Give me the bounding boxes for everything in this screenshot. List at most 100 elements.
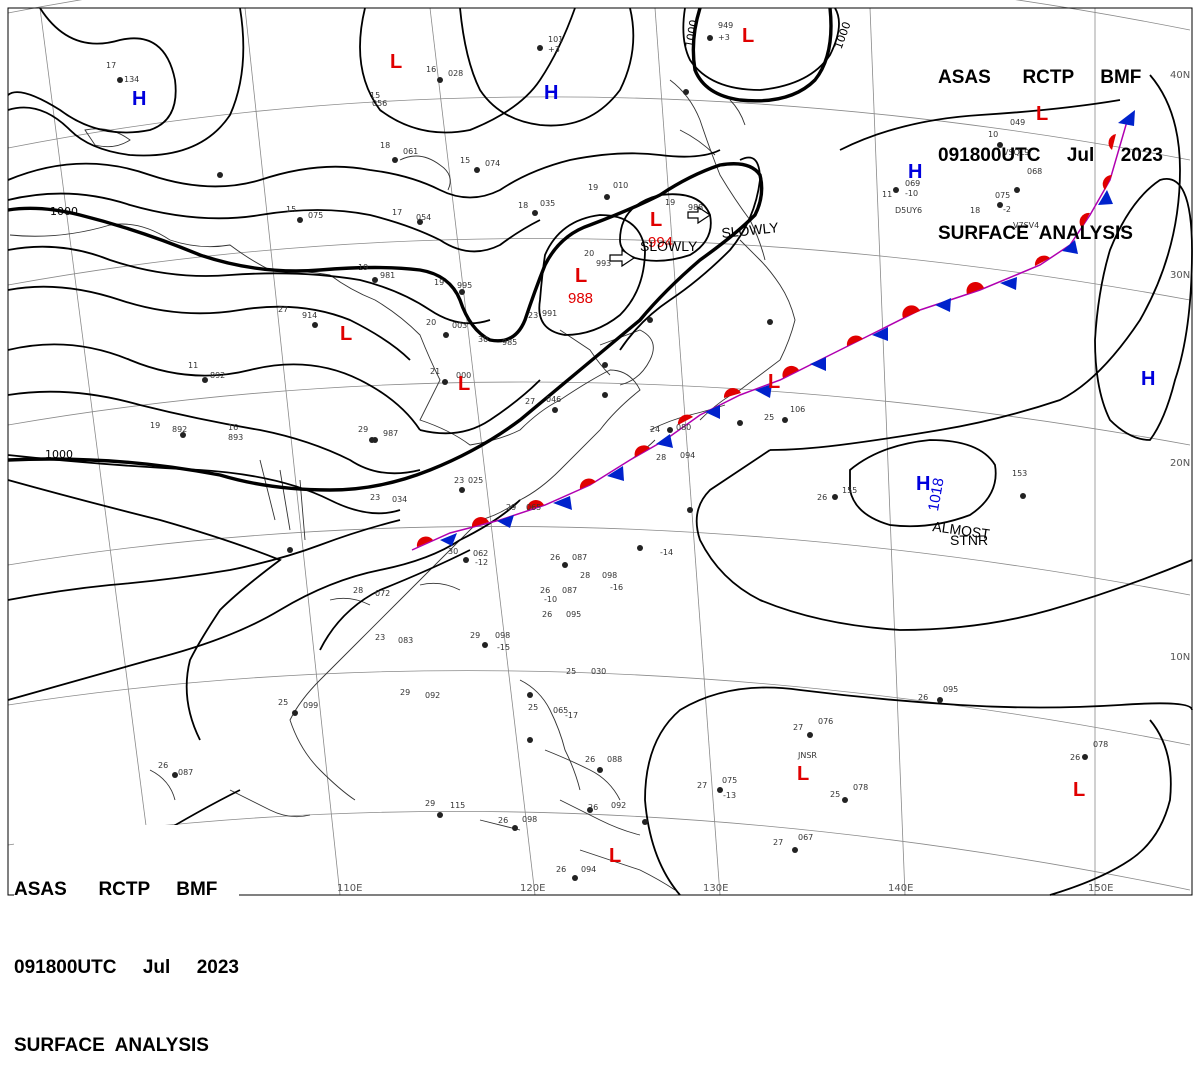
station-text: V7SV4 <box>1013 221 1039 230</box>
station-text: 072 <box>375 589 390 598</box>
header-top-right: ASAS RCTP BMF 091800UTC Jul 2023 SURFACE… <box>938 13 1163 273</box>
low-pressure-center: L <box>742 25 754 47</box>
station-text: 074 <box>485 159 500 168</box>
station-text: -14 <box>660 548 673 557</box>
isobars-1000 <box>7 7 833 492</box>
station-text: 10 <box>988 130 998 139</box>
station-text: -2 <box>1003 205 1011 214</box>
high-pressure-center: H <box>1141 368 1155 390</box>
lon-label-130e: 130E <box>703 883 728 894</box>
header-line-2: 091800UTC Jul 2023 <box>14 957 239 978</box>
station-text: 075 <box>995 191 1010 200</box>
station-text: 094 <box>581 865 596 874</box>
station-text: 26 <box>1070 753 1080 762</box>
station-text: 067 <box>798 833 813 842</box>
station-text: 981 <box>380 271 395 280</box>
station-text: 17 <box>106 61 116 70</box>
station-text: 065 <box>526 503 541 512</box>
station-text: 035 <box>540 199 555 208</box>
movement-arrow <box>609 248 636 268</box>
station-text: 993 <box>596 259 611 268</box>
station-text: 23 <box>454 476 464 485</box>
station-text: 29 <box>425 799 435 808</box>
station-text: 28 <box>353 586 363 595</box>
low-pressure-center: L <box>575 265 587 287</box>
station-text: 11 <box>188 361 198 370</box>
station-text: 20 <box>584 249 594 258</box>
low-pressure-center: L <box>458 373 470 395</box>
station-text: 26 <box>556 865 566 874</box>
station-text: +3 <box>718 33 730 42</box>
station-text: 115 <box>450 801 465 810</box>
station-text: 25 <box>830 790 840 799</box>
station-text: 26 <box>588 803 598 812</box>
station-text: 29 <box>400 688 410 697</box>
station-text: 28 <box>580 571 590 580</box>
station-text: 19 <box>358 263 368 272</box>
station-text: 26 <box>918 693 928 702</box>
station-text: 27 <box>525 397 535 406</box>
station-text: VSQL9 <box>1003 148 1029 157</box>
stationary-front <box>411 110 1135 551</box>
station-text: 892 <box>172 425 187 434</box>
station-text: 18 <box>970 206 980 215</box>
station-text: 061 <box>403 147 418 156</box>
station-text: 098 <box>522 815 537 824</box>
lat-label-40n: 40N <box>1170 70 1190 81</box>
movement-arrow <box>687 205 712 225</box>
station-text: 065 <box>553 706 568 715</box>
isobar-label: 1000 <box>683 19 701 49</box>
station-text: 025 <box>468 476 483 485</box>
station-text: D5UY6 <box>895 206 922 215</box>
station-text: 995 <box>457 281 472 290</box>
station-plots: 17 134 949 +3 101 +3 16 028 15 056 18 06… <box>106 21 1108 874</box>
station-text: 28 <box>656 453 666 462</box>
station-text: 000 <box>456 371 471 380</box>
lon-label-110e: 110E <box>337 883 362 894</box>
station-text: -16 <box>610 583 623 592</box>
lon-label-150e: 150E <box>1088 883 1113 894</box>
station-text: 099 <box>303 701 318 710</box>
station-text: 26 <box>158 761 168 770</box>
low-pressure-center: L <box>1036 103 1048 125</box>
station-text: 046 <box>546 395 561 404</box>
station-text: 087 <box>562 586 577 595</box>
station-text: 20 <box>426 318 436 327</box>
low-pressure-center: L <box>768 371 780 393</box>
station-text: 062 <box>473 549 488 558</box>
station-text: 29 <box>470 631 480 640</box>
map-frame <box>7 7 1193 896</box>
weather-map: 40N 30N 20N 10N 110E 120E 130E 140E 150E… <box>7 0 1193 896</box>
movement-annotations: SLOWLY SLOWLY ALMOST STNR <box>640 219 991 548</box>
station-text: 028 <box>448 69 463 78</box>
movement-arrows <box>609 205 712 268</box>
cold-front-triangles <box>440 110 1135 546</box>
station-text: 092 <box>425 691 440 700</box>
station-text: 27 <box>278 305 288 314</box>
station-text: 101 <box>548 35 563 44</box>
station-text: 987 <box>383 429 398 438</box>
isobars <box>7 7 1193 896</box>
lat-label-20n: 20N <box>1170 458 1190 469</box>
station-text: 19 <box>150 421 160 430</box>
header-line-1: ASAS RCTP BMF <box>14 879 218 900</box>
station-text: 088 <box>607 755 622 764</box>
station-text: 26 <box>550 553 560 562</box>
station-text: 098 <box>495 631 510 640</box>
movement-text: SLOWLY <box>721 219 780 241</box>
station-text: 27 <box>773 838 783 847</box>
station-text: 29 <box>358 425 368 434</box>
station-text: JNSR <box>797 751 817 760</box>
station-text: 23 <box>375 633 385 642</box>
header-line-2: 091800UTC Jul 2023 <box>938 145 1163 166</box>
station-markers <box>117 35 1088 881</box>
high-pressure-center: H <box>908 161 922 183</box>
lat-label-10n: 10N <box>1170 652 1190 663</box>
station-text: 26 <box>542 610 552 619</box>
station-text: 18 <box>380 141 390 150</box>
stationary-text: STNR <box>950 532 988 548</box>
lat-label-30n: 30N <box>1170 270 1190 281</box>
station-text: 078 <box>853 783 868 792</box>
low-pressure-center: L <box>340 323 352 345</box>
high-pressure-value: 1018 <box>925 477 948 513</box>
